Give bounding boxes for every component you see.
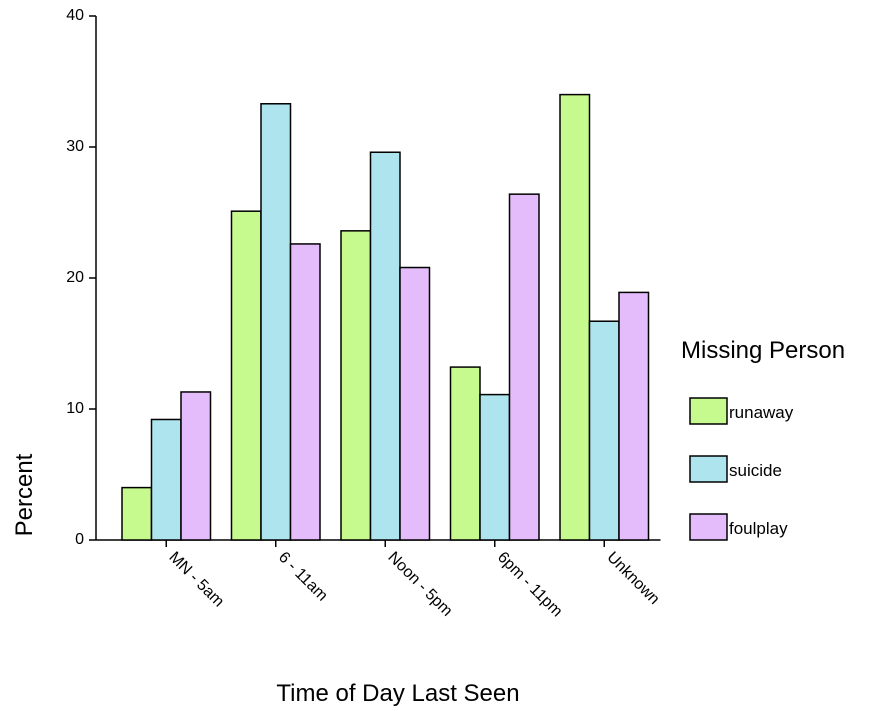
x-axis-title: Time of Day Last Seen <box>276 680 519 707</box>
bar-suicide <box>588 320 620 541</box>
y-tick-label: 30 <box>66 138 84 155</box>
y-axis: 0 10 20 30 40 <box>66 7 97 548</box>
bar-runaway <box>559 93 591 541</box>
bar-group <box>559 93 650 541</box>
x-axis: MN - 5am 6 - 11am Noon - 5pm 6pm - 11pm Unkn… <box>96 539 663 621</box>
bar-runaway <box>449 366 481 541</box>
bar-runaway <box>340 230 372 541</box>
legend-label: runaway <box>729 403 794 422</box>
y-tick-label: 0 <box>75 531 84 548</box>
bar-group <box>340 151 431 541</box>
y-tick-label: 20 <box>66 269 84 286</box>
y-tick-label: 10 <box>66 400 84 417</box>
y-tick-label: 40 <box>66 7 84 24</box>
legend-item-suicide: suicide <box>689 455 782 483</box>
legend-swatch <box>689 397 728 425</box>
y-axis-title: Percent <box>11 453 38 536</box>
bar-runaway <box>121 486 153 541</box>
bar-foulplay <box>618 291 650 541</box>
legend-label: foulplay <box>729 519 788 538</box>
bar-foulplay <box>180 391 212 541</box>
bar-suicide <box>479 393 511 541</box>
legend-item-foulplay: foulplay <box>689 513 788 541</box>
bars <box>121 93 650 541</box>
bar-group <box>121 391 212 541</box>
x-tick-label: 6pm - 11pm <box>494 549 566 621</box>
bar-suicide <box>369 151 401 541</box>
legend-item-runaway: runaway <box>689 397 794 425</box>
bar-foulplay <box>508 193 540 541</box>
legend-title: Missing Person <box>681 337 845 364</box>
bar-suicide <box>260 103 292 541</box>
x-tick-label: Noon - 5pm <box>384 549 455 620</box>
bar-group <box>449 193 540 541</box>
bar-foulplay <box>399 266 431 541</box>
bar-foulplay <box>289 243 321 541</box>
x-tick-label: MN - 5am <box>165 549 227 611</box>
legend-swatch <box>689 455 728 483</box>
bar-runaway <box>230 210 262 541</box>
bar-group <box>230 103 321 541</box>
legend-swatch <box>689 513 728 541</box>
legend-label: suicide <box>729 461 782 480</box>
x-tick-label: Unknown <box>603 549 662 608</box>
x-tick-label: 6 - 11am <box>275 549 331 605</box>
legend: Missing Person runaway suicide foulplay <box>681 337 845 541</box>
bar-suicide <box>150 418 182 541</box>
